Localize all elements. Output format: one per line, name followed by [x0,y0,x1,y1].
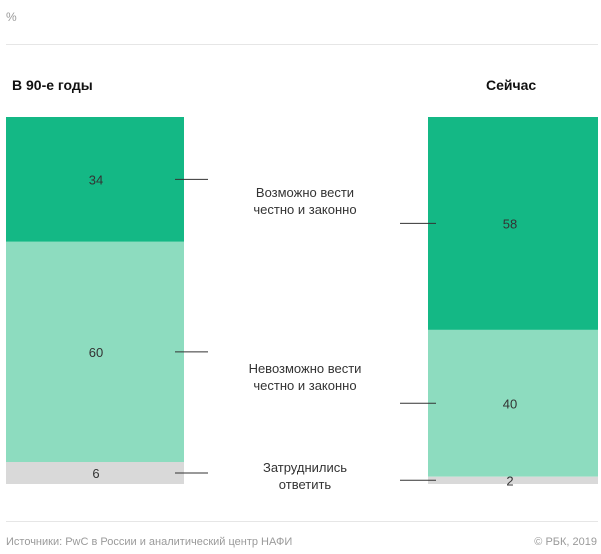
category-label-possible-line1: Возможно вести [256,185,354,200]
value-label-undecided-col2: 2 [506,473,513,488]
value-label-impossible-col2: 40 [503,396,517,411]
column-title-90s: В 90-е годы [12,77,93,93]
bar-segment-undecided-col2 [428,476,598,484]
category-label-undecided-line2: ответить [279,477,332,492]
top-divider [6,44,598,45]
value-label-possible-col1: 34 [89,172,103,187]
category-label-impossible-line2: честно и законно [253,378,356,393]
copyright: © РБК, 2019 [534,536,597,548]
category-label-undecided-line1: Затруднились [263,460,347,475]
category-label-possible-line2: честно и законно [253,202,356,217]
value-label-impossible-col1: 60 [89,345,103,360]
bar-segment-undecided-col1 [6,462,184,484]
bar-segment-possible-col1 [6,117,184,242]
column-title-now: Сейчас [486,77,537,93]
category-label-impossible-line1: Невозможно вести [249,361,362,376]
bar-segment-impossible-col1 [6,241,184,462]
source-note: Источники: PwC в России и аналитический … [6,536,293,548]
bottom-divider [6,521,598,522]
value-label-undecided-col1: 6 [92,466,99,481]
value-label-possible-col2: 58 [503,216,517,231]
unit-label: % [6,10,17,24]
bar-segment-impossible-col2 [428,329,598,477]
bar-segment-possible-col2 [428,117,598,330]
